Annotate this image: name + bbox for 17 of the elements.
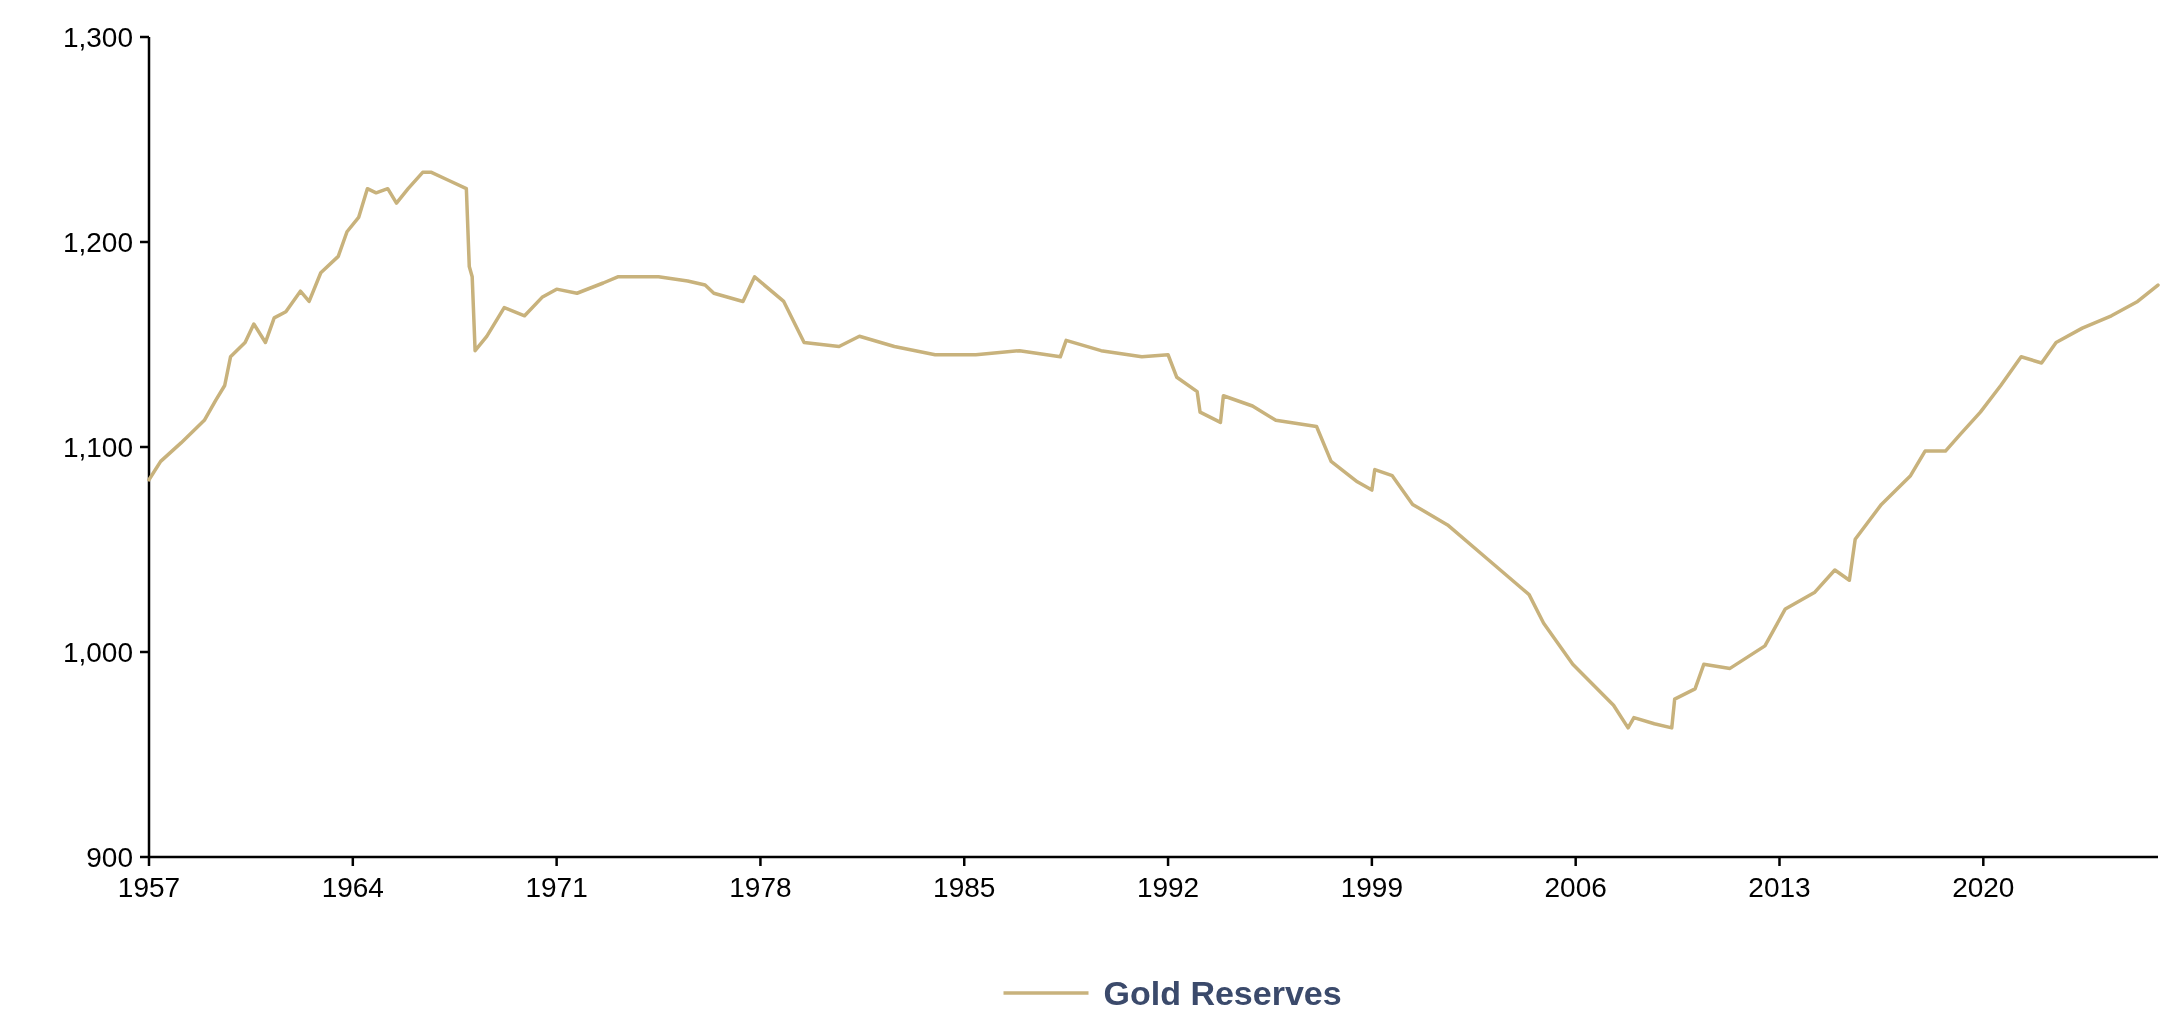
legend-label: Gold Reserves <box>1103 973 1342 1012</box>
y-tick-label: 1,000 <box>62 636 133 668</box>
x-tick-label: 1957 <box>117 872 181 903</box>
x-tick-label: 2013 <box>1748 872 1811 903</box>
x-tick-label: 1964 <box>321 872 384 903</box>
line-series <box>147 170 2160 730</box>
x-tick-label: 1985 <box>933 872 996 903</box>
x-tick-label: 1971 <box>525 872 588 903</box>
y-tick-label: 1,200 <box>62 226 133 258</box>
x-tick-label: 1978 <box>729 872 792 903</box>
y-tick-label: 1,300 <box>62 21 133 53</box>
y-tick-label: 900 <box>86 841 133 873</box>
x-tick-label: 2020 <box>1952 872 2015 903</box>
y-tick-label: 1,100 <box>62 431 133 463</box>
x-tick-label: 2006 <box>1544 872 1607 903</box>
x-tick-label: 1992 <box>1136 872 1200 903</box>
x-tick-label: 1999 <box>1340 872 1404 903</box>
